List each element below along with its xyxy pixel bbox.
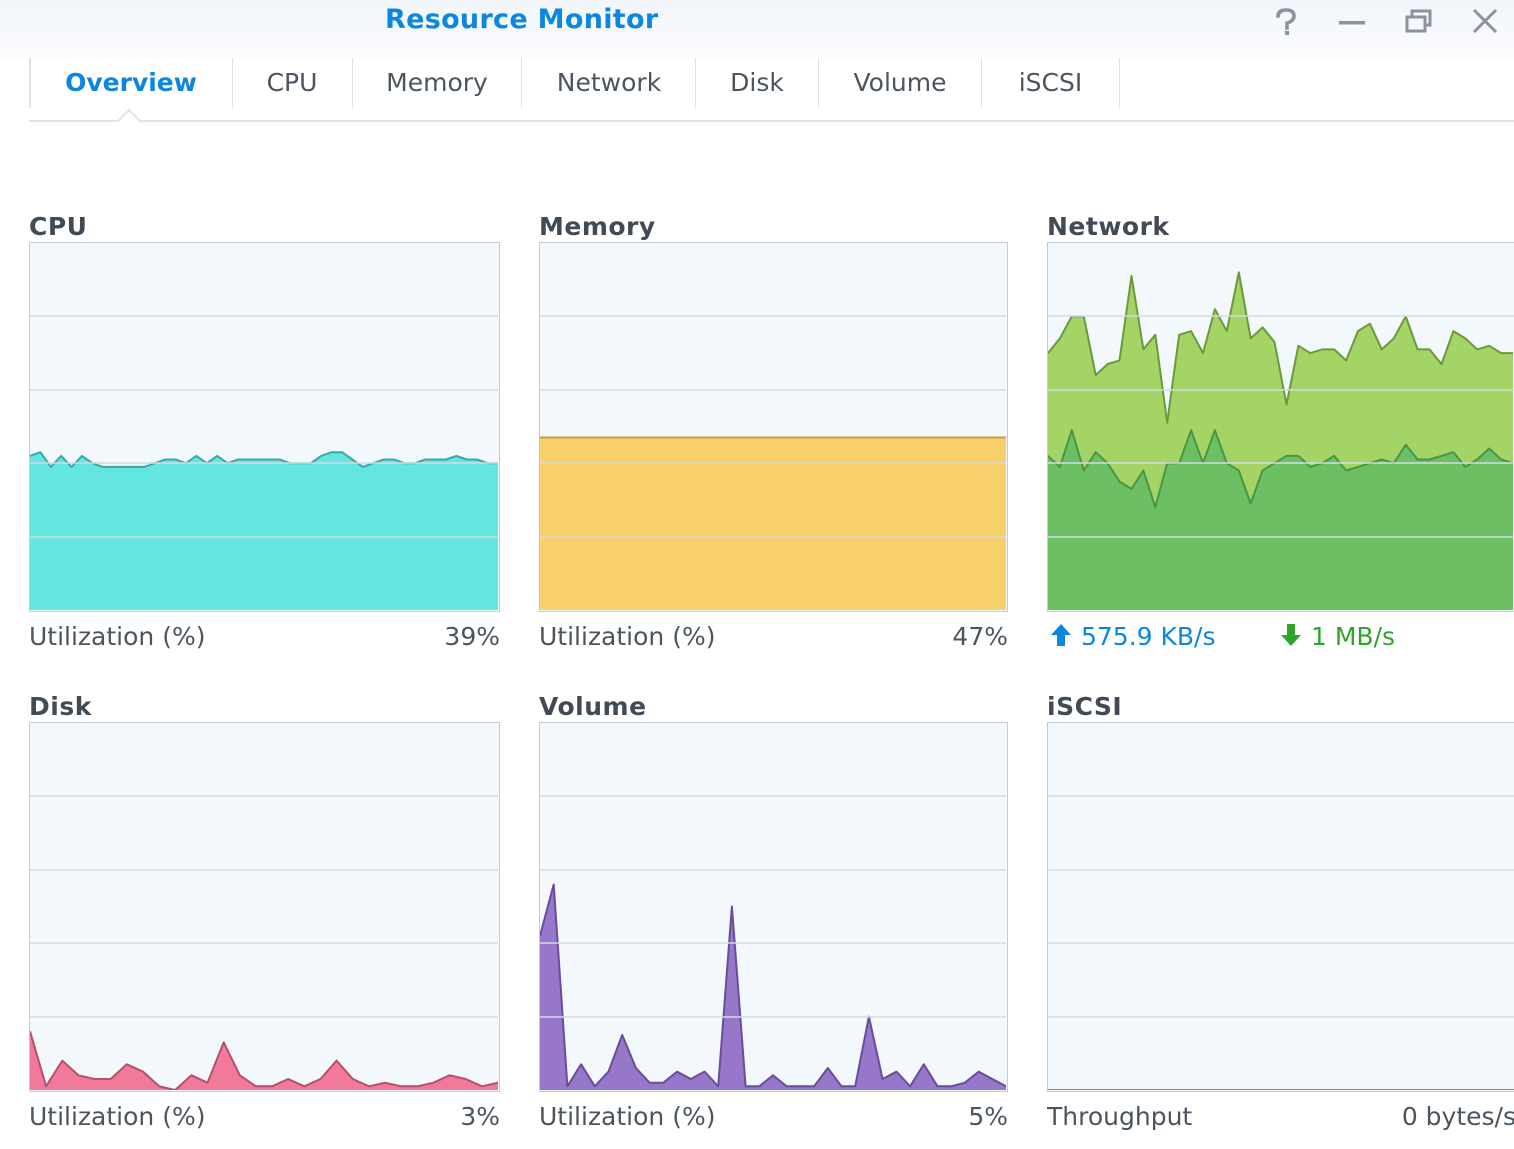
active-tab-pointer [117, 108, 141, 122]
upload-value: 575.9 KB/s [1081, 622, 1216, 651]
download-rate: 1 MB/s [1281, 622, 1395, 651]
utilization-label: Utilization (%) [29, 1102, 206, 1131]
help-icon[interactable] [1270, 6, 1304, 40]
utilization-value: 39% [444, 622, 500, 651]
restore-icon[interactable] [1403, 6, 1437, 40]
disk-chart-svg [30, 795, 498, 1090]
download-value: 1 MB/s [1311, 622, 1396, 651]
utilization-value: 5% [968, 1102, 1008, 1131]
disk-series-line [30, 1031, 498, 1090]
utilization-label: Utilization (%) [539, 1102, 716, 1131]
cpu-series-line [30, 451, 498, 468]
close-icon[interactable] [1470, 6, 1504, 40]
tab-cpu[interactable]: CPU [232, 58, 353, 108]
cpu-panel: CPU Utilization (%) 39% [29, 212, 500, 662]
network-chart-svg [1048, 271, 1514, 610]
panel-title: iSCSI [1047, 692, 1123, 721]
memory-chart [539, 242, 1008, 612]
download-series-line [1048, 429, 1514, 509]
disk-series-area [30, 1031, 498, 1090]
volume-series-line [540, 883, 1006, 1088]
tab-iscsi[interactable]: iSCSI [982, 58, 1120, 108]
tab-divider [29, 58, 31, 108]
memory-chart-svg [540, 315, 1006, 610]
throughput-label: Throughput [1047, 1102, 1193, 1131]
iscsi-chart [1047, 722, 1514, 1092]
volume-chart-svg [540, 795, 1006, 1090]
utilization-label: Utilization (%) [29, 622, 206, 651]
cpu-chart-svg [30, 315, 498, 610]
upload-arrow-icon [1051, 624, 1071, 646]
panel-title: CPU [29, 212, 88, 241]
title-bar: Resource Monitor [0, 0, 1514, 58]
iscsi-chart-svg [1048, 795, 1514, 1090]
panel-title: Memory [539, 212, 656, 241]
utilization-label: Utilization (%) [539, 622, 716, 651]
disk-chart [29, 722, 500, 1092]
network-panel: Network 575.9 KB/s 1 MB/s [1047, 212, 1514, 662]
utilization-value: 3% [460, 1102, 500, 1131]
cpu-series-area [30, 452, 498, 610]
disk-panel: Disk Utilization (%) 3% [29, 692, 500, 1142]
download-arrow-icon [1281, 624, 1301, 646]
tab-volume[interactable]: Volume [819, 58, 982, 108]
volume-series-area [540, 884, 1006, 1090]
panel-title: Disk [29, 692, 92, 721]
network-chart [1047, 242, 1514, 612]
tab-network[interactable]: Network [523, 58, 696, 108]
panel-title: Volume [539, 692, 647, 721]
memory-series-area [540, 437, 1006, 610]
memory-panel: Memory Utilization (%) 47% [539, 212, 1008, 662]
throughput-value: 0 bytes/s [1401, 1102, 1514, 1131]
volume-panel: Volume Utilization (%) 5% [539, 692, 1008, 1142]
upload-rate: 575.9 KB/s [1051, 622, 1216, 651]
panel-title: Network [1047, 212, 1170, 241]
tab-bar: Overview CPU Memory Network Disk Volume … [29, 58, 1514, 122]
iscsi-panel: iSCSI Throughput 0 bytes/s [1047, 692, 1514, 1142]
app-title: Resource Monitor [385, 4, 659, 35]
volume-chart [539, 722, 1008, 1092]
cpu-chart [29, 242, 500, 612]
tab-memory[interactable]: Memory [353, 58, 522, 108]
utilization-value: 47% [952, 622, 1008, 651]
tab-disk[interactable]: Disk [696, 58, 819, 108]
minimize-icon[interactable] [1337, 6, 1371, 40]
upload-series-line [1048, 271, 1513, 424]
tab-overview[interactable]: Overview [31, 58, 233, 108]
